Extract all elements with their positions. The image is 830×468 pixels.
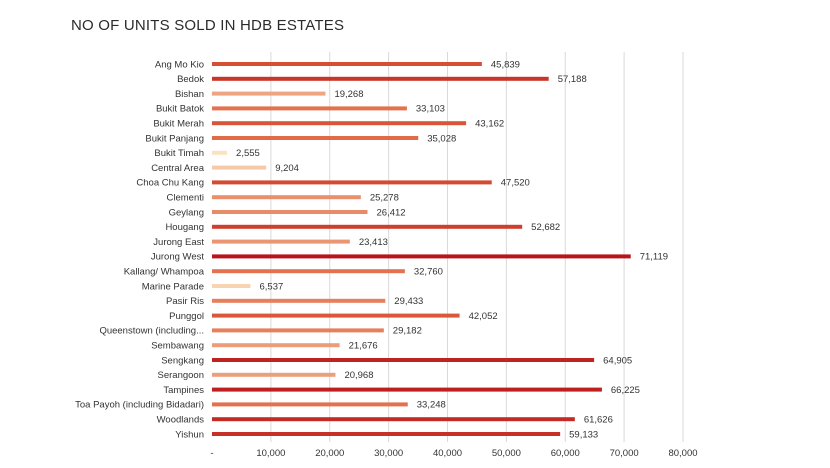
data-label: 6,537 (259, 281, 283, 292)
bar (212, 91, 326, 96)
bar (212, 358, 595, 362)
x-tick-label: 80,000 (668, 448, 697, 459)
x-tick-label: 10,000 (256, 448, 285, 459)
data-label: 26,412 (377, 207, 406, 218)
category-label: Punggol (169, 311, 204, 322)
bar (212, 210, 368, 214)
data-label: 42,052 (469, 311, 498, 322)
x-tick-label: 30,000 (374, 448, 403, 459)
bar (212, 298, 386, 303)
bar (212, 387, 602, 392)
category-label: Toa Payoh (including Bidadari) (75, 400, 204, 411)
x-tick-label: 20,000 (315, 448, 344, 459)
x-tick-label: 40,000 (433, 448, 462, 459)
x-tick-label: 50,000 (492, 448, 521, 459)
category-label: Serangoon (158, 370, 204, 381)
data-label: 33,103 (416, 104, 445, 115)
bar (212, 313, 460, 318)
x-axis-tick-labels: - 10,000 20,000 30,000 40,000 50,000 60,000 70,… (210, 448, 697, 459)
bars (212, 62, 631, 436)
data-label: 19,268 (334, 89, 363, 100)
data-label: 45,839 (491, 59, 520, 70)
x-tick-label: 70,000 (610, 448, 639, 459)
category-label: Woodlands (157, 415, 205, 426)
data-label: 71,119 (640, 252, 668, 263)
bar (212, 106, 407, 111)
data-label: 57,188 (558, 74, 587, 85)
bar (212, 432, 561, 436)
data-label: 20,968 (344, 370, 373, 381)
category-label: Queenstown (including... (99, 326, 204, 337)
bar (212, 136, 419, 140)
data-label: 47,520 (501, 178, 530, 189)
bar (212, 284, 251, 288)
category-label: Tampines (163, 385, 204, 396)
category-label: Bukit Panjang (145, 133, 204, 144)
category-label: Marine Parade (142, 281, 204, 292)
category-label: Bedok (177, 74, 204, 85)
category-label: Clementi (167, 193, 205, 204)
category-label: Bukit Batok (156, 104, 204, 115)
data-label: 43,162 (475, 119, 504, 130)
bar (212, 343, 340, 348)
category-label: Kallang/ Whampoa (124, 267, 205, 278)
data-label: 2,555 (236, 148, 260, 159)
data-label: 23,413 (359, 237, 388, 248)
bar (212, 180, 492, 185)
data-label: 61,626 (584, 415, 613, 426)
data-label: 29,182 (393, 326, 422, 337)
value-labels: 45,839 57,188 19,268 33,103 43,162 35,028 2,55… (236, 59, 668, 440)
data-label: 52,682 (531, 222, 560, 233)
bar (212, 195, 361, 200)
bar (212, 402, 408, 407)
bar (212, 150, 228, 155)
gridlines (270, 52, 684, 442)
data-label: 29,433 (394, 296, 423, 307)
category-label: Sembawang (151, 341, 204, 352)
bar (212, 372, 336, 377)
data-label: 33,248 (417, 400, 446, 411)
bar (212, 121, 467, 126)
bar (212, 239, 350, 244)
category-label: Bukit Timah (154, 148, 204, 159)
bar (212, 328, 384, 333)
data-label: 21,676 (349, 341, 378, 352)
data-label: 35,028 (427, 133, 456, 144)
category-label: Geylang (169, 207, 204, 218)
category-label: Jurong West (151, 252, 205, 263)
bar (212, 76, 549, 81)
category-label: Yishun (175, 429, 204, 440)
data-label: 9,204 (275, 163, 299, 174)
category-label: Ang Mo Kio (155, 59, 204, 70)
category-label: Pasir Ris (166, 296, 204, 307)
data-label: 32,760 (414, 267, 443, 278)
data-label: 66,225 (611, 385, 640, 396)
category-label: Sengkang (161, 355, 204, 366)
bar (212, 269, 405, 274)
x-tick-label: 60,000 (551, 448, 580, 459)
x-tick-label: - (210, 448, 213, 459)
category-labels: Ang Mo Kio Bedok Bishan Bukit Batok Bukit Me… (75, 59, 205, 440)
bar (212, 165, 267, 170)
data-label: 59,133 (569, 429, 598, 440)
bar (212, 417, 575, 422)
chart-title: NO OF UNITS SOLD IN HDB ESTATES (71, 17, 345, 34)
category-label: Hougang (165, 222, 204, 233)
bar (212, 62, 482, 66)
category-label: Bishan (175, 89, 204, 100)
data-label: 64,905 (603, 355, 632, 366)
category-label: Choa Chu Kang (136, 178, 204, 189)
category-label: Central Area (151, 163, 205, 174)
data-label: 25,278 (370, 193, 399, 204)
category-label: Bukit Merah (153, 119, 204, 130)
category-label: Jurong East (153, 237, 204, 248)
bar (212, 254, 631, 259)
bar (212, 224, 523, 229)
